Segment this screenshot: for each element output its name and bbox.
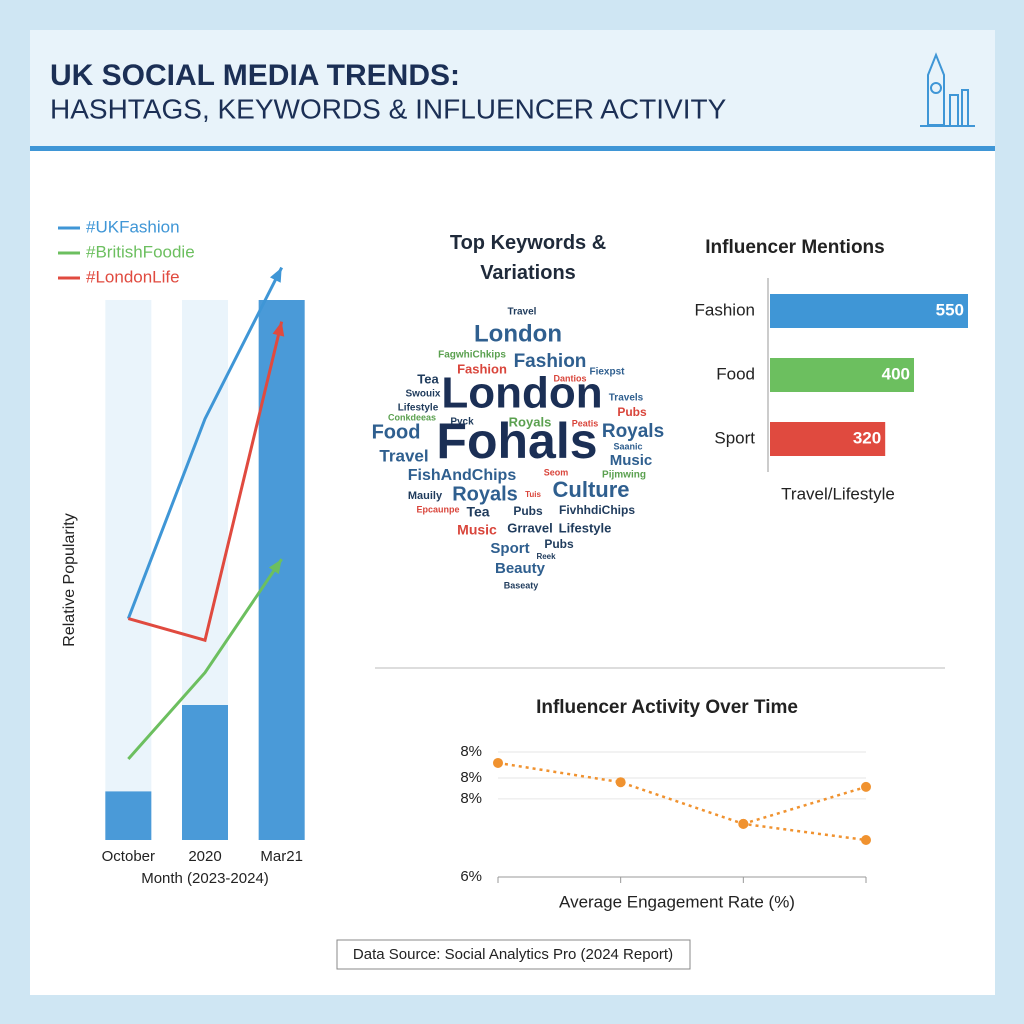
point (861, 781, 871, 792)
word: Pijmwing (602, 470, 646, 481)
word: Food (372, 421, 421, 443)
y-tick-label: 8% (460, 790, 482, 807)
point (615, 777, 626, 788)
word: Pyck (450, 417, 474, 428)
value-label: 400 (882, 364, 910, 383)
word: FagwhiChkips (438, 350, 506, 361)
x-axis-title: Travel/Lifestyle (781, 484, 895, 503)
word: Beauty (495, 560, 546, 577)
word: Pubs (544, 537, 574, 551)
big-ben-icon (920, 52, 975, 127)
word: Fohals (436, 413, 597, 469)
y-tick-label: 6% (460, 868, 482, 885)
word: Royals (509, 414, 552, 429)
word: Fashion (457, 361, 507, 376)
series-line (127, 321, 284, 643)
word: London (441, 369, 602, 418)
word: Peatis (572, 418, 599, 428)
word: FivhhdiChips (559, 503, 635, 517)
bar (105, 791, 152, 840)
word: Swouix (405, 389, 440, 400)
category-label: Fashion (695, 300, 755, 319)
point (861, 835, 871, 846)
word: Tea (466, 504, 489, 520)
x-tick-label: 2020 (188, 848, 221, 865)
value-label: 320 (853, 428, 881, 447)
word: Conkdeeas (388, 412, 436, 422)
x-tick-label: October (102, 848, 155, 865)
chart-title: Influencer Mentions (705, 237, 884, 258)
word: Tuis (525, 490, 541, 499)
word: Sport (490, 540, 529, 557)
header-band (30, 30, 995, 148)
word: Lifestyle (559, 520, 612, 535)
word: Pubs (617, 405, 647, 419)
value-label: 550 (936, 300, 964, 319)
series-line (126, 266, 284, 620)
arrowhead (272, 321, 285, 337)
word: Fashion (514, 351, 587, 372)
series-line (497, 761, 867, 842)
word: Travel (508, 307, 537, 318)
series-line (127, 558, 283, 760)
legend-label: #LondonLife (86, 267, 180, 286)
point (738, 818, 749, 829)
word: Baseaty (504, 580, 539, 590)
y-tick-label: 8% (460, 743, 482, 760)
word: Saanic (613, 441, 642, 451)
word: Culture (553, 477, 630, 502)
x-tick-label: Mar21 (260, 848, 303, 865)
arrowhead (269, 267, 282, 283)
word: Grravel (507, 520, 553, 535)
word: Royals (452, 483, 518, 505)
bar (182, 705, 228, 840)
word: Dantios (553, 373, 586, 383)
bar (258, 300, 305, 840)
arrowhead (268, 559, 282, 575)
header-rule (30, 146, 995, 151)
bar (770, 294, 968, 328)
y-tick-label: 8% (460, 769, 482, 786)
word: Pubs (513, 504, 543, 518)
word: FishAndChips (408, 467, 517, 484)
word: London (474, 320, 562, 347)
series-line (742, 785, 867, 826)
word: Music (610, 452, 653, 469)
bar (770, 422, 886, 456)
x-axis-title: Average Engagement Rate (%) (559, 892, 795, 911)
bar-background (105, 300, 152, 840)
word: Mauily (408, 490, 443, 502)
bar (770, 358, 914, 392)
word: Travels (609, 393, 644, 404)
wordcloud-title: Top Keywords & Variations (449, 232, 607, 284)
word: Seom (544, 467, 569, 477)
y-axis-title: Relative Popularity (61, 513, 78, 646)
source-box (336, 939, 691, 970)
header-title: UK SOCIAL MEDIA TRENDS: (50, 59, 460, 92)
category-label: Food (716, 364, 755, 383)
source-text: Data Source: Social Analytics Pro (2024 … (353, 946, 673, 963)
chart-title: Influencer Activity Over Time (536, 697, 798, 718)
word: Reek (536, 552, 556, 561)
x-axis-title: Month (2023-2024) (141, 870, 269, 887)
header-subtitle: HASHTAGS, KEYWORDS & INFLUENCER ACTIVITY (50, 93, 727, 124)
word: Lifestyle (398, 403, 439, 414)
word: Epcaunpe (416, 504, 459, 514)
legend-label: #UKFashion (86, 217, 180, 236)
word: Fiexpst (589, 367, 625, 378)
word: Travel (379, 446, 428, 465)
word: Music (457, 522, 497, 538)
point (493, 757, 503, 768)
category-label: Sport (714, 428, 755, 447)
word: Tea (417, 371, 439, 386)
legend-label: #BritishFoodie (86, 242, 195, 261)
word: Royals (602, 421, 664, 442)
